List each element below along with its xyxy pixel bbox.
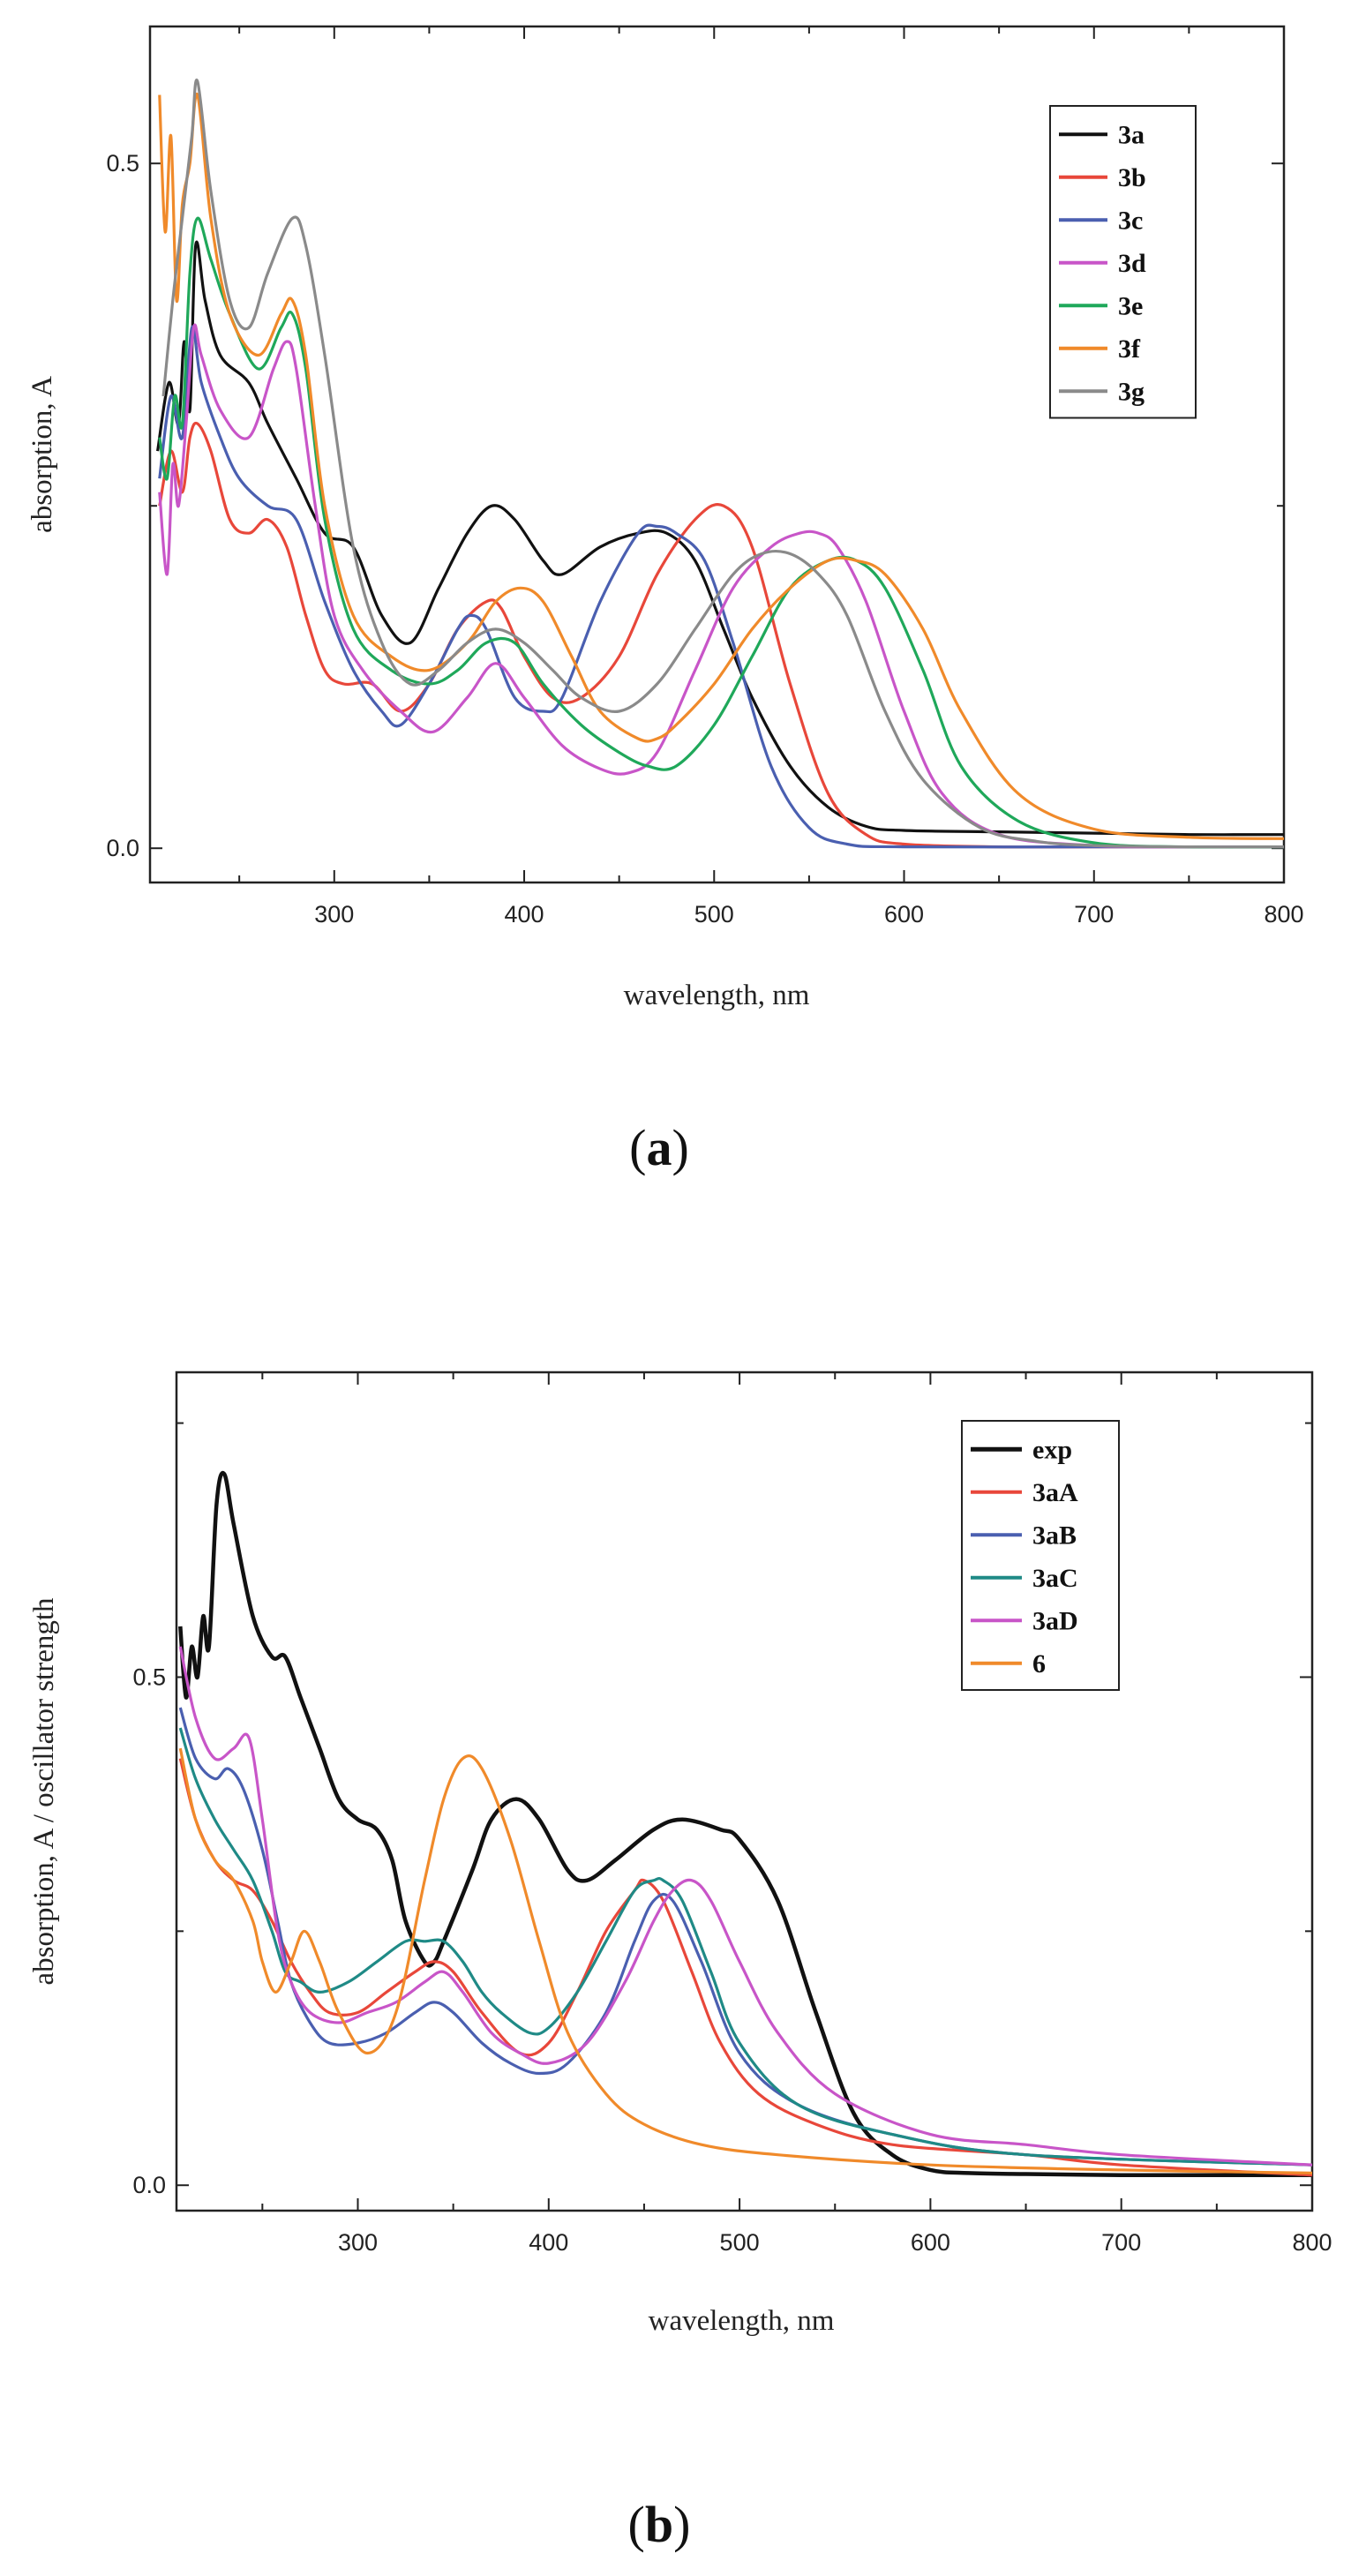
legend-label-6: 6 (1032, 1649, 1046, 1679)
series-line-3aA (178, 1758, 1312, 2177)
y-tick-label: 0.5 (132, 1664, 166, 1690)
series-line-3e (158, 216, 1284, 849)
panel-caption: (a) (629, 1119, 689, 1176)
x-tick-label: 300 (338, 2229, 378, 2256)
x-axis-label: wavelength, nm (649, 2305, 835, 2337)
x-tick-label: 800 (1292, 2229, 1332, 2256)
legend-label-3aC: 3aC (1032, 1564, 1078, 1593)
x-tick-label: 400 (504, 901, 544, 928)
x-tick-label: 700 (1074, 901, 1114, 928)
legend-label-exp: exp (1032, 1435, 1072, 1464)
legend-label-3c: 3c (1118, 206, 1143, 235)
series-line-3g (161, 79, 1284, 849)
x-tick-label: 600 (884, 901, 924, 928)
x-tick-label: 300 (314, 901, 354, 928)
series-line-3aD (178, 1646, 1312, 2167)
series-line-exp (178, 1470, 1312, 2178)
x-axis-label: wavelength, nm (624, 980, 810, 1011)
panel-caption: (b) (628, 2496, 691, 2553)
x-tick-label: 600 (911, 2229, 950, 2256)
y-axis-label: absorption, A (26, 376, 58, 533)
series-line-6 (178, 1747, 1312, 2174)
legend-label-3aA: 3aA (1032, 1478, 1078, 1507)
legend-box (961, 1420, 1120, 1691)
series-line-3c (158, 325, 1284, 849)
x-tick-label: 500 (694, 901, 734, 928)
legend-label-3f: 3f (1118, 334, 1141, 364)
x-tick-label: 500 (720, 2229, 760, 2256)
legend-label-3d: 3d (1118, 249, 1146, 278)
series-line-3aC (178, 1727, 1312, 2167)
legend-label-3aD: 3aD (1032, 1606, 1078, 1635)
legend-label-3aB: 3aB (1032, 1521, 1077, 1550)
legend-label-3b: 3b (1118, 163, 1146, 192)
x-tick-label: 700 (1101, 2229, 1141, 2256)
legend-label-3e: 3e (1118, 291, 1143, 320)
x-tick-label: 400 (529, 2229, 568, 2256)
legend-label-3a: 3a (1118, 120, 1145, 149)
series-line-3a (156, 240, 1284, 837)
panel-b-chart: 300 400 500 600 700 800 0.0 0.5 exp 3aA 3aB 3aC 3aD… (28, 1371, 1332, 2553)
legend-label-3g: 3g (1118, 377, 1145, 406)
y-axis-label: absorption, A / oscillator strength (28, 1597, 60, 1986)
y-tick-label: 0.0 (106, 835, 139, 861)
y-tick-label: 0.0 (132, 2172, 166, 2198)
x-tick-label: 800 (1264, 901, 1303, 928)
series-line-3d (158, 323, 1284, 849)
plot-frame (175, 1371, 1314, 2212)
y-tick-label: 0.5 (106, 150, 139, 176)
